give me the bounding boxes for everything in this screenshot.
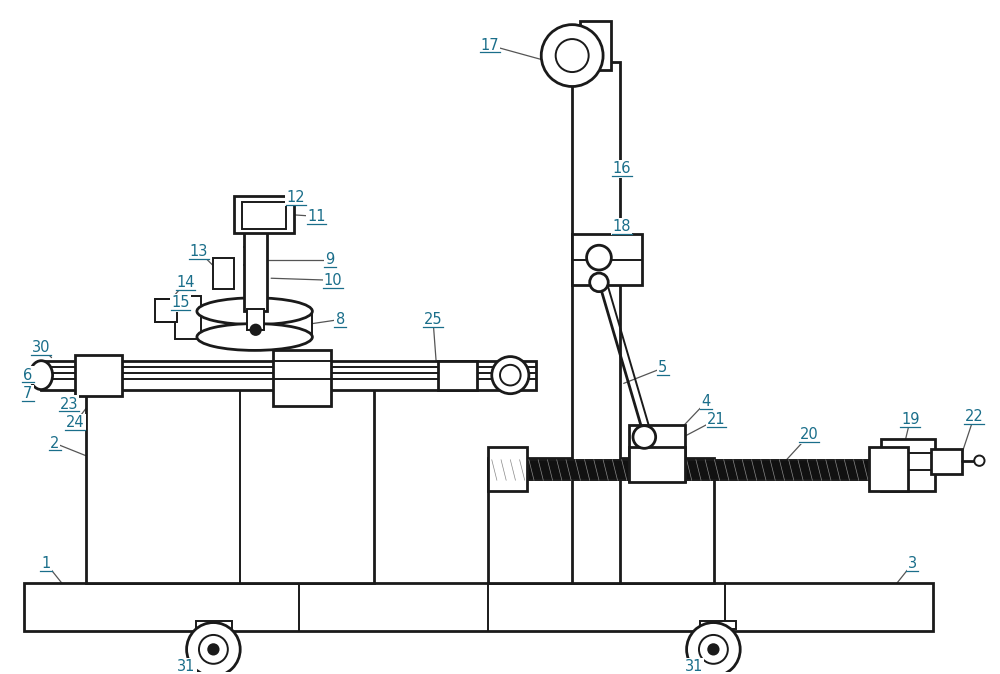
Bar xyxy=(244,226,267,311)
Circle shape xyxy=(199,635,228,664)
Text: 16: 16 xyxy=(612,162,631,177)
Bar xyxy=(196,621,232,629)
Circle shape xyxy=(699,635,728,664)
Text: 25: 25 xyxy=(424,312,442,327)
Circle shape xyxy=(590,273,608,292)
Text: 17: 17 xyxy=(480,38,499,53)
Text: 3: 3 xyxy=(908,556,917,572)
Bar xyxy=(931,450,962,474)
Bar xyxy=(242,202,286,228)
Bar xyxy=(24,584,933,631)
Text: 4: 4 xyxy=(702,394,711,409)
Text: 8: 8 xyxy=(336,312,345,327)
Text: 11: 11 xyxy=(307,209,326,224)
Text: 2: 2 xyxy=(50,435,59,451)
Text: 19: 19 xyxy=(901,412,920,427)
Bar xyxy=(213,257,234,288)
Bar xyxy=(572,234,642,286)
Text: 31: 31 xyxy=(685,659,703,674)
Bar xyxy=(273,350,331,406)
Circle shape xyxy=(492,357,529,394)
Text: 31: 31 xyxy=(177,659,196,674)
Text: 13: 13 xyxy=(190,244,208,259)
Ellipse shape xyxy=(30,361,53,390)
Bar xyxy=(700,621,736,629)
Bar xyxy=(234,195,294,233)
Circle shape xyxy=(587,245,611,270)
Text: 1: 1 xyxy=(42,556,51,572)
Bar xyxy=(488,458,714,584)
Text: 24: 24 xyxy=(66,415,85,430)
Circle shape xyxy=(556,39,589,72)
Text: 30: 30 xyxy=(32,340,50,355)
Bar xyxy=(438,361,477,390)
Text: 18: 18 xyxy=(612,219,631,234)
Bar xyxy=(41,361,536,390)
Bar xyxy=(247,309,264,330)
Bar xyxy=(175,296,201,339)
Text: 22: 22 xyxy=(965,409,984,424)
Text: 7: 7 xyxy=(23,386,33,401)
Bar xyxy=(580,20,611,70)
Bar xyxy=(155,299,177,321)
Circle shape xyxy=(633,426,656,448)
Text: 14: 14 xyxy=(176,275,195,290)
Ellipse shape xyxy=(197,324,312,350)
Text: 6: 6 xyxy=(23,367,32,383)
Bar xyxy=(629,425,685,481)
Circle shape xyxy=(687,623,740,674)
Bar xyxy=(488,460,896,481)
Bar xyxy=(629,448,685,483)
Ellipse shape xyxy=(197,298,312,325)
Bar xyxy=(488,448,527,491)
Text: 23: 23 xyxy=(60,396,78,412)
Text: 5: 5 xyxy=(658,361,668,375)
Text: 9: 9 xyxy=(325,252,335,267)
Bar xyxy=(881,439,935,491)
Circle shape xyxy=(208,644,219,654)
Circle shape xyxy=(251,325,261,335)
Circle shape xyxy=(500,365,521,386)
Circle shape xyxy=(541,25,603,86)
Bar xyxy=(869,448,908,491)
Bar xyxy=(86,381,374,584)
Bar xyxy=(572,62,620,584)
Bar xyxy=(75,355,122,396)
Circle shape xyxy=(708,644,719,654)
Text: 12: 12 xyxy=(287,190,305,206)
Text: 20: 20 xyxy=(800,427,819,442)
Circle shape xyxy=(974,456,985,466)
Text: 10: 10 xyxy=(324,273,342,288)
Text: 15: 15 xyxy=(171,295,190,311)
Text: 21: 21 xyxy=(707,412,726,427)
Circle shape xyxy=(187,623,240,674)
